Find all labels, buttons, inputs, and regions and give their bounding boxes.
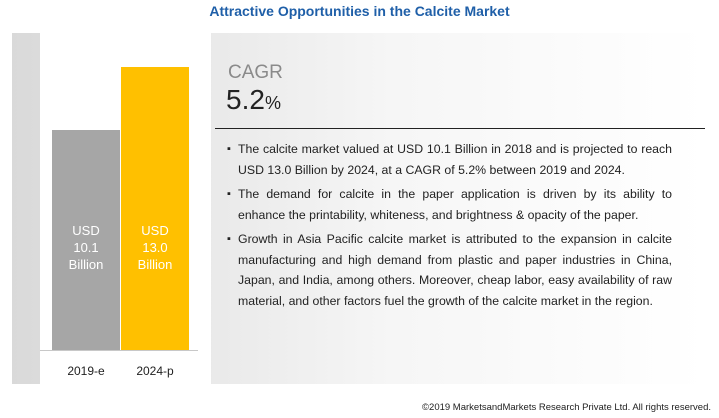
bar-value-label-line: 10.1 — [73, 240, 99, 255]
chart-title: Attractive Opportunities in the Calcite … — [209, 3, 510, 19]
x-tick-label: 2024-p — [136, 364, 174, 378]
bar-2019-e — [52, 130, 120, 350]
divider-line — [215, 128, 705, 129]
highlights-list: The calcite market valued at USD 10.1 Bi… — [227, 139, 672, 315]
bar-value-label-line: USD — [72, 223, 100, 238]
cagr-unit: % — [264, 93, 281, 113]
bar-value-label-line: USD — [141, 223, 169, 238]
bar-value-label: USD 13.0 Billion — [121, 222, 189, 273]
bar-value-label-line: Billion — [137, 257, 173, 272]
copyright-footer: ©2019 MarketsandMarkets Research Private… — [422, 402, 711, 413]
bar-value-label-line: Billion — [68, 257, 104, 272]
highlight-item: The demand for calcite in the paper appl… — [227, 184, 672, 225]
bar-2024-p — [121, 67, 189, 350]
highlight-item: The calcite market valued at USD 10.1 Bi… — [227, 139, 672, 180]
bar-value-label-line: 13.0 — [142, 240, 168, 255]
x-axis-line — [40, 350, 198, 351]
highlight-item: Growth in Asia Pacific calcite market is… — [227, 229, 672, 311]
x-tick-label: 2019-e — [67, 364, 105, 378]
cagr-number: 5.2 — [226, 84, 265, 115]
cagr-value: 5.2% — [226, 84, 281, 116]
cagr-label: CAGR — [228, 62, 283, 83]
bar-value-label: USD 10.1 Billion — [52, 222, 120, 273]
